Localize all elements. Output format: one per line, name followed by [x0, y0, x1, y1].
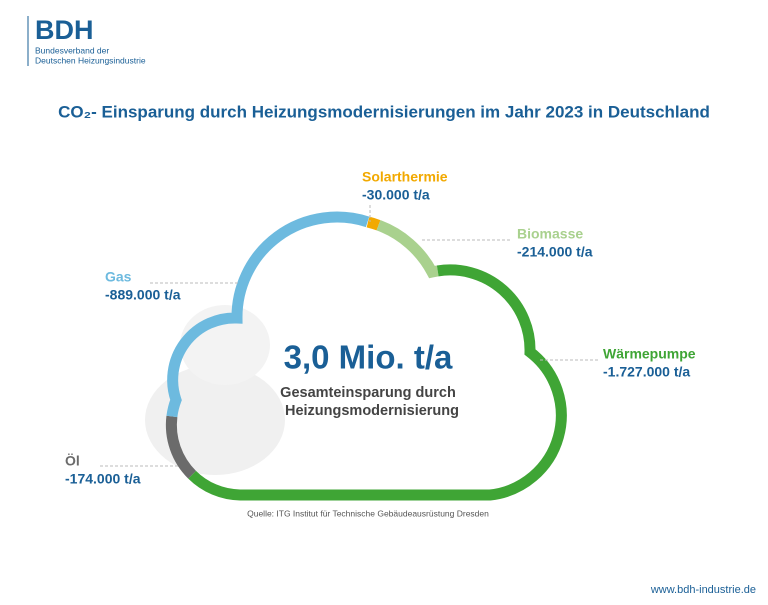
org-name: Deutschen Heizungsindustrie [35, 55, 146, 65]
logo: BDH [35, 15, 94, 45]
value-label: -889.000 t/a [105, 287, 181, 303]
legend-label: Biomasse [517, 226, 583, 242]
value-label: -174.000 t/a [65, 471, 141, 487]
legend-label: Solarthermie [362, 169, 448, 185]
center-text: Gesamteinsparung durch [280, 385, 456, 401]
url: www.bdh-industrie.de [650, 584, 756, 596]
value-label: -214.000 t/a [517, 244, 593, 260]
cloud-segment [165, 211, 567, 501]
center-text: Heizungsmodernisierung [285, 403, 459, 419]
source: Quelle: ITG Institut für Technische Gebä… [247, 508, 489, 518]
chart-title: CO₂- Einsparung durch Heizungsmodernisie… [58, 102, 710, 121]
cloud-segment [165, 211, 567, 501]
legend-label: Öl [65, 453, 80, 469]
legend-label: Gas [105, 269, 132, 285]
value-label: -30.000 t/a [362, 187, 430, 203]
value-label: -1.727.000 t/a [603, 364, 690, 380]
total: 3,0 Mio. t/a [284, 339, 453, 376]
org-name: Bundesverband der [35, 45, 109, 55]
cloud [165, 211, 567, 501]
legend-label: Wärmepumpe [603, 346, 696, 362]
